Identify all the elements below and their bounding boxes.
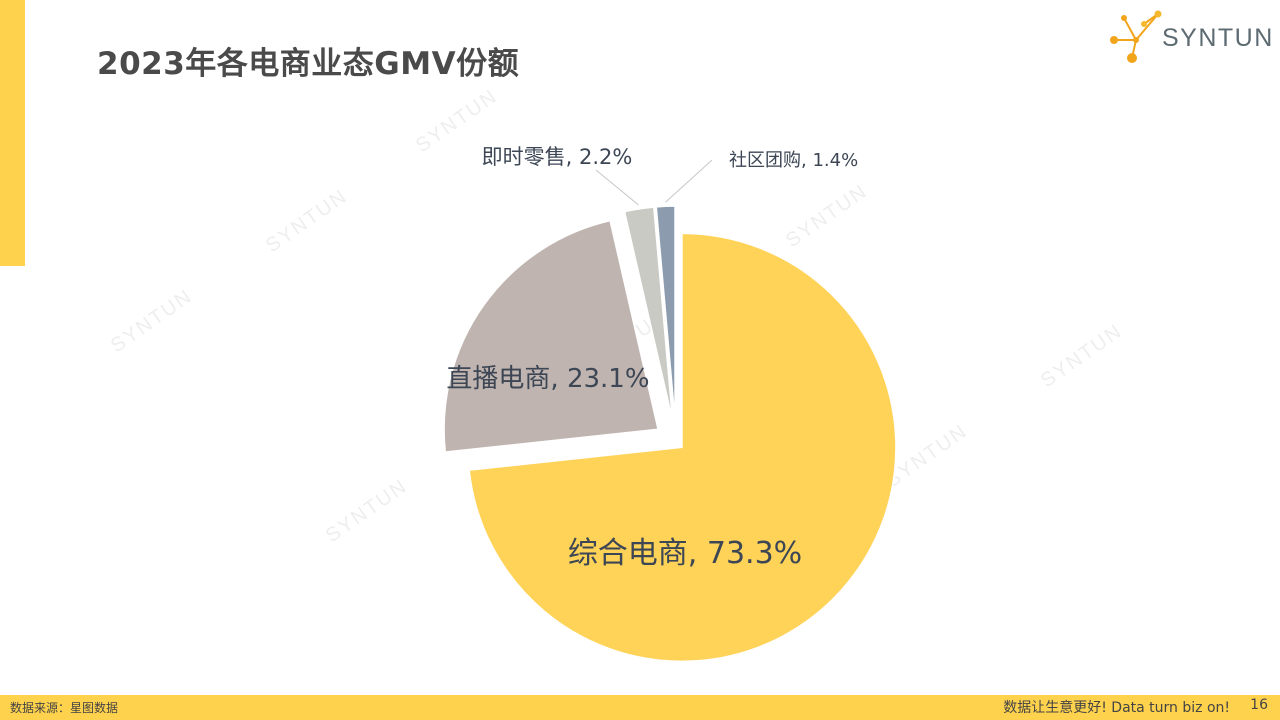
- leader-line-3: [595, 169, 639, 206]
- page-number: 16: [1250, 697, 1268, 713]
- slice-label-3: 即时零售, 2.2%: [482, 145, 633, 169]
- syntun-logo: SYNTUN: [1108, 10, 1272, 66]
- slice-label-4: 社区团购, 1.4%: [729, 150, 858, 171]
- data-source: 数据来源：星图数据: [10, 701, 119, 715]
- footer-slogan: 数据让生意更好! Data turn biz on!: [1003, 700, 1230, 716]
- pie-slice-2: [443, 219, 660, 453]
- footer-bar: 数据来源：星图数据 数据让生意更好! Data turn biz on! 16: [0, 695, 1280, 720]
- pie-slice-1: [468, 232, 897, 663]
- pie-slice-4: [655, 205, 676, 421]
- logo-text: SYNTUN: [1162, 24, 1274, 52]
- left-accent-bar: [0, 0, 25, 266]
- slice-label-2: 直播电商, 23.1%: [446, 364, 649, 394]
- slice-label-1: 综合电商, 73.3%: [568, 536, 802, 571]
- page-title: 2023年各电商业态GMV份额: [97, 46, 520, 82]
- pie-slice-3: [623, 206, 674, 421]
- leader-line-4: [665, 159, 713, 203]
- logo-mark-icon: [1110, 10, 1162, 63]
